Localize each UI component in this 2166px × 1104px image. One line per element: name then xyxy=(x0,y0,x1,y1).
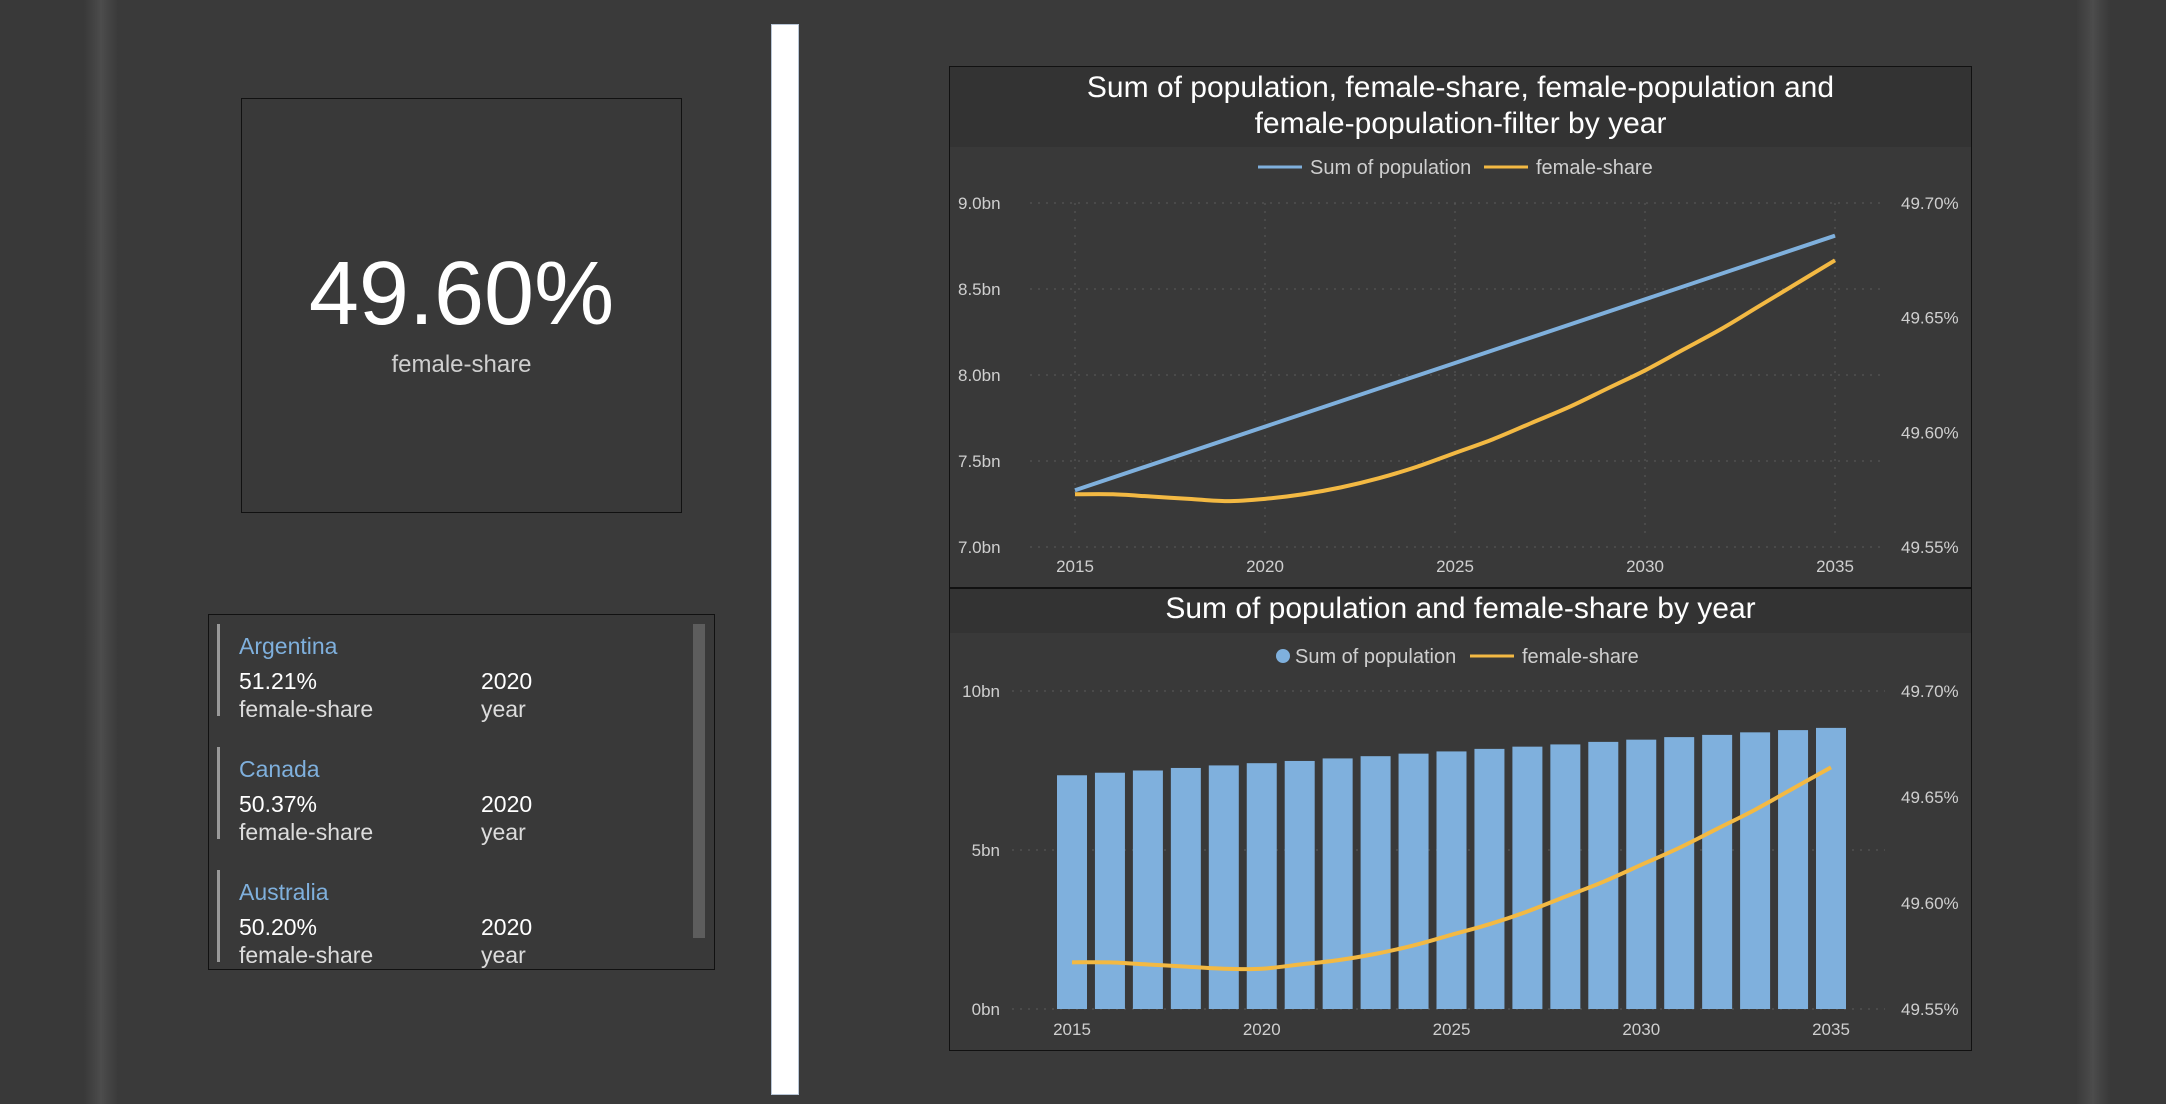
x-tick-label: 2035 xyxy=(1812,1020,1850,1039)
kpi-tile[interactable]: 49.60% female-share xyxy=(241,98,682,513)
bar-population xyxy=(1778,730,1809,1009)
list-item[interactable]: Canada 50.37% female-share 2020 year xyxy=(217,747,687,845)
bar-population xyxy=(1057,775,1087,1009)
female-share-value: 50.20% xyxy=(239,914,318,940)
female-share-label: female-share xyxy=(239,696,374,722)
country-name: Argentina xyxy=(239,633,338,659)
y-left-tick-label: 7.5bn xyxy=(958,452,1001,471)
y-left-tick-label: 5bn xyxy=(972,841,1000,860)
series-line-population xyxy=(1074,233,1836,493)
y-right-tick-label: 49.70% xyxy=(1901,194,1959,213)
x-tick-label: 2030 xyxy=(1622,1020,1660,1039)
chart-title-line-1: Sum of population, female-share, female-… xyxy=(1086,71,1835,104)
bar-population xyxy=(1170,767,1201,1009)
bar-population xyxy=(1664,737,1695,1009)
bar-population xyxy=(1398,753,1429,1009)
y-right-tick-label: 49.65% xyxy=(1901,309,1959,328)
chart-title-line-2: female-population-filter by year xyxy=(1254,107,1667,140)
y-left-tick-label: 7.0bn xyxy=(958,538,1001,557)
bar-population xyxy=(1436,751,1467,1009)
year-value: 2020 xyxy=(481,914,533,940)
bar-population xyxy=(1740,732,1771,1009)
bar-population xyxy=(1702,734,1733,1009)
bar-population xyxy=(1474,748,1505,1009)
female-share-label: female-share xyxy=(239,819,374,845)
bar-population xyxy=(1284,760,1315,1009)
legend-population-label: Sum of population xyxy=(1295,646,1456,668)
list-item[interactable]: Argentina 51.21% female-share 2020 year xyxy=(217,624,687,722)
line-chart: Sum of population female-share 9.0bn 8.5bn 8… xyxy=(958,157,1959,576)
bar-chart: Sum of population female-share 10bn 5bn 0bn 4… xyxy=(962,646,1959,1039)
left-edge-shadow xyxy=(84,0,118,1104)
year-label: year xyxy=(481,819,526,845)
x-tick-label: 2015 xyxy=(1056,557,1094,576)
x-tick-label: 2030 xyxy=(1626,557,1664,576)
x-tick-label: 2025 xyxy=(1436,557,1474,576)
bar-population xyxy=(1512,746,1543,1009)
country-name: Australia xyxy=(239,879,329,905)
chart-title: Sum of population, female-share, female-… xyxy=(950,67,1971,147)
y-right-tick-label: 49.60% xyxy=(1901,423,1959,442)
y-left-tick-label: 8.0bn xyxy=(958,366,1001,385)
bar-population xyxy=(1626,739,1657,1009)
kpi-value: 49.60% xyxy=(308,244,615,344)
legend-population-label: Sum of population xyxy=(1310,157,1471,179)
bar-population xyxy=(1816,727,1846,1009)
female-share-value: 50.37% xyxy=(239,791,318,817)
y-left-tick-label: 9.0bn xyxy=(958,194,1001,213)
right-margin xyxy=(2094,0,2166,1104)
y-right-tick-label: 49.55% xyxy=(1901,1000,1959,1019)
x-tick-label: 2020 xyxy=(1243,1020,1281,1039)
series-line-female-share xyxy=(1071,765,1832,972)
series-line-female-share xyxy=(1074,258,1837,504)
year-label: year xyxy=(481,942,526,968)
year-value: 2020 xyxy=(481,668,533,694)
list-item[interactable]: Australia 50.20% female-share 2020 year xyxy=(217,870,687,968)
kpi-label: female-share xyxy=(391,351,532,378)
x-tick-label: 2025 xyxy=(1433,1020,1471,1039)
list-scrollbar[interactable] xyxy=(693,624,705,938)
year-value: 2020 xyxy=(481,791,533,817)
y-right-tick-label: 49.60% xyxy=(1901,894,1959,913)
female-share-label: female-share xyxy=(239,942,374,968)
bar-chart-panel[interactable]: Sum of population and female-share by ye… xyxy=(949,588,1972,1051)
x-tick-label: 2035 xyxy=(1816,557,1854,576)
legend-female-share-label: female-share xyxy=(1522,646,1639,668)
bar-population xyxy=(1360,756,1391,1009)
bar-population xyxy=(1208,765,1239,1009)
y-right-tick-label: 49.70% xyxy=(1901,682,1959,701)
x-tick-label: 2015 xyxy=(1053,1020,1091,1039)
country-list[interactable]: Argentina 51.21% female-share 2020 year … xyxy=(208,614,715,970)
x-tick-label: 2020 xyxy=(1246,557,1284,576)
bar-population xyxy=(1322,758,1353,1009)
line-chart-panel[interactable]: Sum of population, female-share, female-… xyxy=(949,66,1972,588)
legend-female-share-label: female-share xyxy=(1536,157,1653,179)
right-edge-shadow xyxy=(2076,0,2110,1104)
chart-title: Sum of population and female-share by ye… xyxy=(950,589,1971,633)
legend-population-swatch xyxy=(1276,649,1290,663)
year-label: year xyxy=(481,696,526,722)
bar-population xyxy=(1132,770,1163,1009)
y-right-tick-label: 49.55% xyxy=(1901,538,1959,557)
y-left-tick-label: 8.5bn xyxy=(958,280,1001,299)
y-left-tick-label: 10bn xyxy=(962,682,1000,701)
left-margin xyxy=(0,0,100,1104)
bar-population xyxy=(1094,772,1125,1009)
y-right-tick-label: 49.65% xyxy=(1901,788,1959,807)
y-left-tick-label: 0bn xyxy=(972,1000,1000,1019)
bar-population xyxy=(1550,744,1581,1009)
female-share-value: 51.21% xyxy=(239,668,318,694)
country-name: Canada xyxy=(239,756,320,782)
vertical-slider[interactable] xyxy=(771,24,799,1095)
bar-population xyxy=(1246,763,1277,1009)
